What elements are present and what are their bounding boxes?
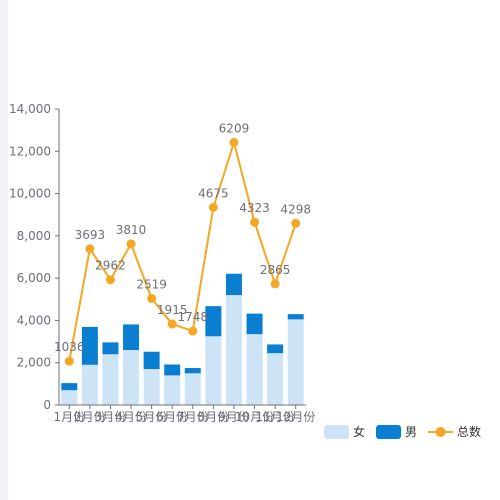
total-point [229,137,239,147]
y-axis: 0 2,000 4,000 6,000 8,000 10,000 12,000 14,000 [9,102,60,412]
legend-swatch [324,425,349,439]
x-tick-label: 10月份 [235,410,274,424]
total-point [167,319,177,329]
bar-female [267,353,284,405]
x-tick-label: 3月份 [95,410,127,424]
bar-female [143,369,160,405]
total-data-label: 2962 [95,259,126,273]
x-tick-label: 12月份 [276,410,315,424]
legend-label: 总数 [457,424,481,439]
total-point [291,218,301,228]
total-data-label: 3810 [116,223,147,237]
y-tick-label: 2,000 [17,356,51,370]
x-tick-label: 11月份 [255,410,294,424]
total-data-label: 6209 [219,121,250,135]
bar-female [287,319,304,405]
legend-item-total: 总数 [428,424,481,439]
bar-female [225,295,242,405]
total-point [147,293,157,303]
bar-male [102,342,119,355]
total-data-label: 1748 [178,310,209,324]
bar-female [246,334,263,405]
x-tick-label: 2月份 [74,410,106,424]
bar-female [102,354,119,405]
total-data-label: 1915 [157,303,188,317]
total-point [126,239,136,249]
total-data-label: 4323 [239,201,270,215]
total-data-label: 4675 [198,186,229,200]
left-edge-strip [0,0,8,500]
total-point [105,275,115,285]
bar-male [287,314,304,320]
total-point [85,244,95,254]
bar-male [164,364,181,376]
x-tick-label: 6月份 [156,410,188,424]
x-tick-label: 5月份 [136,410,168,424]
total-data-label: 1036 [54,340,85,354]
bar-female [123,350,140,405]
total-line [68,138,297,362]
x-tick-label: 4月份 [115,410,147,424]
y-tick-label: 8,000 [17,229,51,243]
legend-item-male: 男 [376,425,417,439]
x-tick-label: 9月份 [218,410,250,424]
total-data-label: 3693 [75,228,106,242]
x-tick-label: 1月份 [53,410,85,424]
bar-male [143,351,160,370]
bar-female [61,390,78,405]
bar-male [184,368,201,374]
bar-male [246,313,263,335]
bar-female [184,373,201,405]
y-tick-label: 12,000 [9,144,51,158]
total-point [250,217,260,227]
total-point [188,326,198,336]
bar-male [267,344,284,354]
total-point [64,356,74,366]
y-tick-label: 4,000 [17,313,51,327]
legend-label: 男 [405,425,417,439]
x-tick-label: 8月份 [198,410,230,424]
y-tick-label: 0 [43,398,51,412]
total-point [270,279,280,289]
y-tick-label: 14,000 [9,102,51,116]
bar-female [205,336,222,405]
bar-male [205,306,222,337]
total-data-label: 2865 [260,263,291,277]
x-tick-label: 7月份 [177,410,209,424]
bar-male [123,324,140,351]
y-tick-label: 6,000 [17,271,51,285]
bar-series [61,273,304,405]
total-point [208,202,218,212]
bar-female [164,375,181,405]
y-tick-label: 10,000 [9,187,51,201]
legend-marker [435,427,446,437]
bar-female [81,364,98,405]
total-data-label: 2519 [136,277,167,291]
bar-male [61,383,78,391]
legend: 女 男 总数 [324,424,481,439]
legend-swatch [376,425,401,439]
legend-label: 女 [353,424,365,439]
bar-male [81,326,98,365]
bar-male [225,273,242,296]
legend-item-female: 女 [324,424,365,439]
total-data-label: 4298 [280,202,311,216]
